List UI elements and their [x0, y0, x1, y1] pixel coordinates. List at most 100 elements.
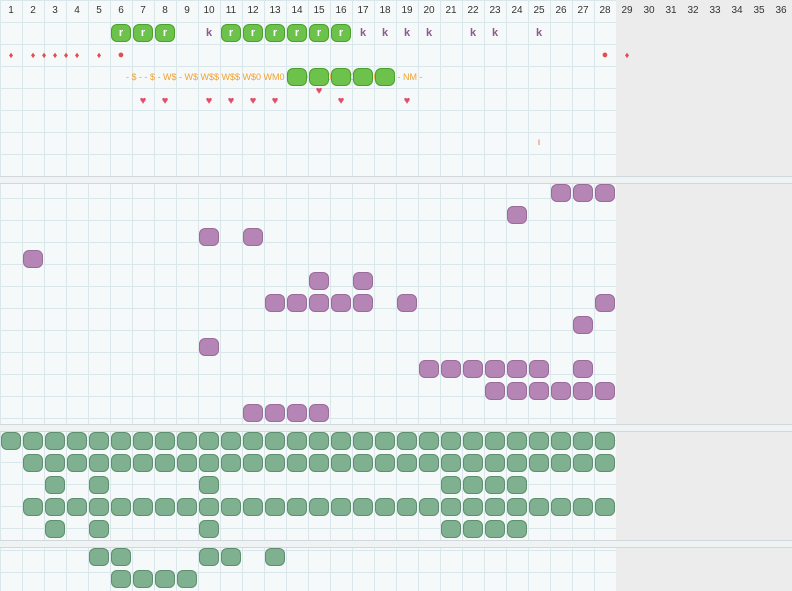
teal-blob[interactable] — [397, 432, 417, 450]
teal-blob[interactable] — [419, 432, 439, 450]
teal-blob[interactable] — [463, 454, 483, 472]
purple-blob[interactable] — [353, 294, 373, 312]
teal-blob[interactable] — [45, 520, 65, 538]
teal-blob[interactable] — [111, 548, 131, 566]
routine-blob[interactable] — [353, 68, 373, 86]
teal-blob[interactable] — [265, 498, 285, 516]
teal-blob[interactable] — [331, 498, 351, 516]
routine-blob[interactable]: r — [309, 24, 329, 42]
teal-blob[interactable] — [397, 454, 417, 472]
teal-blob[interactable] — [155, 432, 175, 450]
teal-blob[interactable] — [485, 520, 505, 538]
teal-blob[interactable] — [133, 570, 153, 588]
teal-blob[interactable] — [221, 548, 241, 566]
routine-blob[interactable]: r — [287, 24, 307, 42]
teal-blob[interactable] — [595, 454, 615, 472]
teal-blob[interactable] — [177, 454, 197, 472]
teal-blob[interactable] — [595, 498, 615, 516]
purple-blob[interactable] — [573, 184, 593, 202]
purple-blob[interactable] — [529, 360, 549, 378]
teal-blob[interactable] — [133, 432, 153, 450]
teal-blob[interactable] — [221, 454, 241, 472]
teal-blob[interactable] — [133, 454, 153, 472]
purple-blob[interactable] — [573, 360, 593, 378]
purple-blob[interactable] — [529, 382, 549, 400]
purple-blob[interactable] — [265, 404, 285, 422]
teal-blob[interactable] — [67, 432, 87, 450]
purple-blob[interactable] — [287, 294, 307, 312]
teal-blob[interactable] — [507, 520, 527, 538]
purple-blob[interactable] — [243, 404, 263, 422]
teal-blob[interactable] — [265, 454, 285, 472]
purple-blob[interactable] — [287, 404, 307, 422]
teal-blob[interactable] — [463, 432, 483, 450]
teal-blob[interactable] — [23, 432, 43, 450]
teal-blob[interactable] — [199, 476, 219, 494]
teal-blob[interactable] — [441, 454, 461, 472]
teal-blob[interactable] — [485, 454, 505, 472]
purple-blob[interactable] — [507, 206, 527, 224]
teal-blob[interactable] — [485, 476, 505, 494]
teal-blob[interactable] — [441, 476, 461, 494]
teal-blob[interactable] — [265, 432, 285, 450]
teal-blob[interactable] — [529, 498, 549, 516]
teal-blob[interactable] — [199, 498, 219, 516]
teal-blob[interactable] — [507, 454, 527, 472]
teal-blob[interactable] — [595, 432, 615, 450]
teal-blob[interactable] — [45, 498, 65, 516]
routine-blob[interactable]: r — [331, 24, 351, 42]
teal-blob[interactable] — [265, 548, 285, 566]
teal-blob[interactable] — [23, 498, 43, 516]
teal-blob[interactable] — [353, 432, 373, 450]
teal-blob[interactable] — [441, 520, 461, 538]
teal-blob[interactable] — [551, 432, 571, 450]
teal-blob[interactable] — [507, 498, 527, 516]
teal-blob[interactable] — [89, 520, 109, 538]
teal-blob[interactable] — [89, 548, 109, 566]
teal-blob[interactable] — [287, 498, 307, 516]
teal-blob[interactable] — [199, 454, 219, 472]
purple-blob[interactable] — [573, 316, 593, 334]
teal-blob[interactable] — [89, 498, 109, 516]
purple-blob[interactable] — [595, 382, 615, 400]
teal-blob[interactable] — [177, 498, 197, 516]
teal-blob[interactable] — [199, 432, 219, 450]
routine-blob[interactable] — [331, 68, 351, 86]
routine-blob[interactable]: r — [133, 24, 153, 42]
teal-blob[interactable] — [111, 454, 131, 472]
teal-blob[interactable] — [243, 432, 263, 450]
purple-blob[interactable] — [595, 294, 615, 312]
teal-blob[interactable] — [45, 476, 65, 494]
purple-blob[interactable] — [463, 360, 483, 378]
teal-blob[interactable] — [331, 454, 351, 472]
teal-blob[interactable] — [309, 498, 329, 516]
teal-blob[interactable] — [111, 570, 131, 588]
teal-blob[interactable] — [243, 454, 263, 472]
teal-blob[interactable] — [199, 520, 219, 538]
teal-blob[interactable] — [89, 454, 109, 472]
teal-blob[interactable] — [529, 432, 549, 450]
purple-blob[interactable] — [485, 360, 505, 378]
teal-blob[interactable] — [375, 498, 395, 516]
purple-blob[interactable] — [595, 184, 615, 202]
routine-blob[interactable]: r — [155, 24, 175, 42]
teal-blob[interactable] — [353, 454, 373, 472]
teal-blob[interactable] — [177, 570, 197, 588]
teal-blob[interactable] — [507, 432, 527, 450]
teal-blob[interactable] — [221, 498, 241, 516]
purple-blob[interactable] — [507, 382, 527, 400]
teal-blob[interactable] — [309, 432, 329, 450]
teal-blob[interactable] — [507, 476, 527, 494]
teal-blob[interactable] — [199, 548, 219, 566]
teal-blob[interactable] — [133, 498, 153, 516]
teal-blob[interactable] — [45, 454, 65, 472]
purple-blob[interactable] — [309, 294, 329, 312]
teal-blob[interactable] — [155, 498, 175, 516]
teal-blob[interactable] — [485, 432, 505, 450]
teal-blob[interactable] — [419, 498, 439, 516]
routine-blob[interactable]: r — [243, 24, 263, 42]
purple-blob[interactable] — [485, 382, 505, 400]
teal-blob[interactable] — [309, 454, 329, 472]
teal-blob[interactable] — [463, 520, 483, 538]
routine-blob[interactable]: r — [221, 24, 241, 42]
